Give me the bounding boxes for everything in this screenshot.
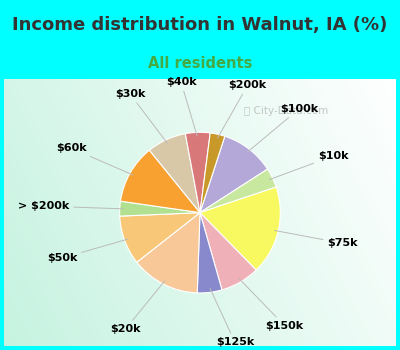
Text: ⓘ City-Data.com: ⓘ City-Data.com [244, 106, 328, 116]
Wedge shape [120, 212, 200, 262]
Wedge shape [197, 212, 222, 293]
Text: $200k: $200k [218, 80, 267, 138]
Text: $100k: $100k [247, 104, 318, 152]
Wedge shape [120, 150, 200, 212]
Text: $10k: $10k [269, 151, 348, 180]
Wedge shape [200, 187, 280, 270]
Wedge shape [200, 136, 268, 212]
Text: $125k: $125k [210, 288, 254, 347]
Wedge shape [137, 212, 200, 293]
Text: All residents: All residents [148, 56, 252, 70]
Text: $20k: $20k [110, 281, 165, 334]
Wedge shape [200, 212, 256, 290]
Text: $75k: $75k [274, 230, 358, 248]
Text: $30k: $30k [115, 89, 167, 143]
Wedge shape [120, 201, 200, 216]
Wedge shape [185, 132, 210, 212]
Text: $60k: $60k [56, 143, 133, 175]
Text: $150k: $150k [239, 279, 304, 331]
Text: > $200k: > $200k [18, 201, 124, 211]
Text: $50k: $50k [47, 239, 128, 263]
Wedge shape [150, 134, 200, 212]
Text: $40k: $40k [166, 77, 197, 136]
Wedge shape [200, 133, 225, 212]
Wedge shape [200, 169, 276, 212]
Text: Income distribution in Walnut, IA (%): Income distribution in Walnut, IA (%) [12, 16, 388, 34]
